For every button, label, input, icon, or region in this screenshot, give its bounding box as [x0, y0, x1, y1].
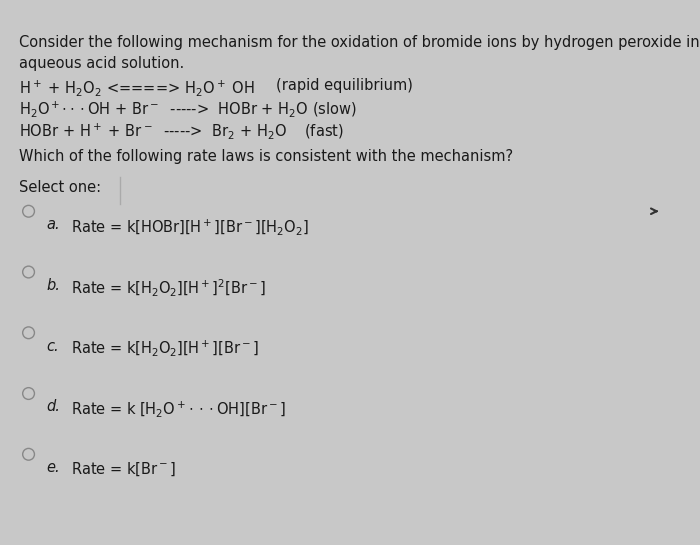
Text: Rate = k[HOBr][H$^+$][Br$^-$][H$_2$O$_2$]: Rate = k[HOBr][H$^+$][Br$^-$][H$_2$O$_2$… — [71, 217, 308, 237]
Text: H$_2$O$^+$$\cdot\cdot\cdot$OH + Br$^-$  ----->  HOBr + H$_2$O (slow): H$_2$O$^+$$\cdot\cdot\cdot$OH + Br$^-$ -… — [19, 100, 356, 119]
Text: aqueous acid solution.: aqueous acid solution. — [19, 57, 184, 71]
Text: e.: e. — [46, 460, 60, 475]
Text: Rate = k[H$_2$O$_2$][H$^+$]$^2$[Br$^-$]: Rate = k[H$_2$O$_2$][H$^+$]$^2$[Br$^-$] — [71, 278, 266, 299]
Text: Which of the following rate laws is consistent with the mechanism?: Which of the following rate laws is cons… — [19, 149, 513, 164]
Text: Rate = k [H$_2$O$^+\!\cdot\cdot\cdot$OH][Br$^-$]: Rate = k [H$_2$O$^+\!\cdot\cdot\cdot$OH]… — [71, 399, 286, 419]
Text: H$^+$ + H$_2$O$_2$ <====> H$_2$O$^+$ OH: H$^+$ + H$_2$O$_2$ <====> H$_2$O$^+$ OH — [19, 78, 255, 98]
Text: b.: b. — [46, 278, 60, 293]
Text: c.: c. — [46, 338, 59, 354]
Text: a.: a. — [46, 217, 60, 232]
Text: Consider the following mechanism for the oxidation of bromide ions by hydrogen p: Consider the following mechanism for the… — [19, 35, 699, 50]
Text: Rate = k[H$_2$O$_2$][H$^+$][Br$^-$]: Rate = k[H$_2$O$_2$][H$^+$][Br$^-$] — [71, 338, 259, 359]
Text: d.: d. — [46, 399, 60, 414]
Text: Select one:: Select one: — [19, 180, 101, 195]
Text: (rapid equilibrium): (rapid equilibrium) — [276, 78, 414, 93]
Text: Rate = k[Br$^-$]: Rate = k[Br$^-$] — [71, 460, 176, 477]
Text: HOBr + H$^+$ + Br$^-$  ----->  Br$_2$ + H$_2$O    (fast): HOBr + H$^+$ + Br$^-$ -----> Br$_2$ + H$… — [19, 121, 344, 141]
